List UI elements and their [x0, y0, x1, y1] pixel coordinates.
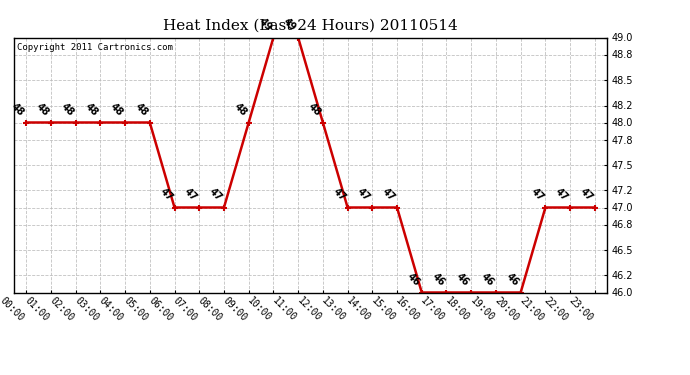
Text: 48: 48 — [34, 102, 51, 118]
Text: 48: 48 — [108, 102, 125, 118]
Text: 48: 48 — [59, 102, 76, 118]
Text: 47: 47 — [331, 187, 348, 203]
Text: 47: 47 — [529, 187, 545, 203]
Text: 47: 47 — [578, 187, 595, 203]
Text: 47: 47 — [158, 187, 175, 203]
Text: 47: 47 — [380, 187, 397, 203]
Text: 49: 49 — [257, 17, 273, 33]
Title: Heat Index (Last 24 Hours) 20110514: Heat Index (Last 24 Hours) 20110514 — [163, 18, 458, 32]
Text: 48: 48 — [83, 102, 100, 118]
Text: 47: 47 — [355, 187, 373, 203]
Text: Copyright 2011 Cartronics.com: Copyright 2011 Cartronics.com — [17, 43, 172, 52]
Text: 47: 47 — [183, 187, 199, 203]
Text: 46: 46 — [480, 272, 496, 288]
Text: 46: 46 — [430, 272, 446, 288]
Text: 48: 48 — [133, 102, 150, 118]
Text: 49: 49 — [282, 17, 298, 33]
Text: 46: 46 — [504, 272, 521, 288]
Text: 46: 46 — [405, 272, 422, 288]
Text: 48: 48 — [10, 102, 26, 118]
Text: 46: 46 — [455, 272, 471, 288]
Text: 48: 48 — [232, 102, 248, 118]
Text: 47: 47 — [553, 187, 570, 203]
Text: 48: 48 — [306, 102, 323, 118]
Text: 47: 47 — [207, 187, 224, 203]
